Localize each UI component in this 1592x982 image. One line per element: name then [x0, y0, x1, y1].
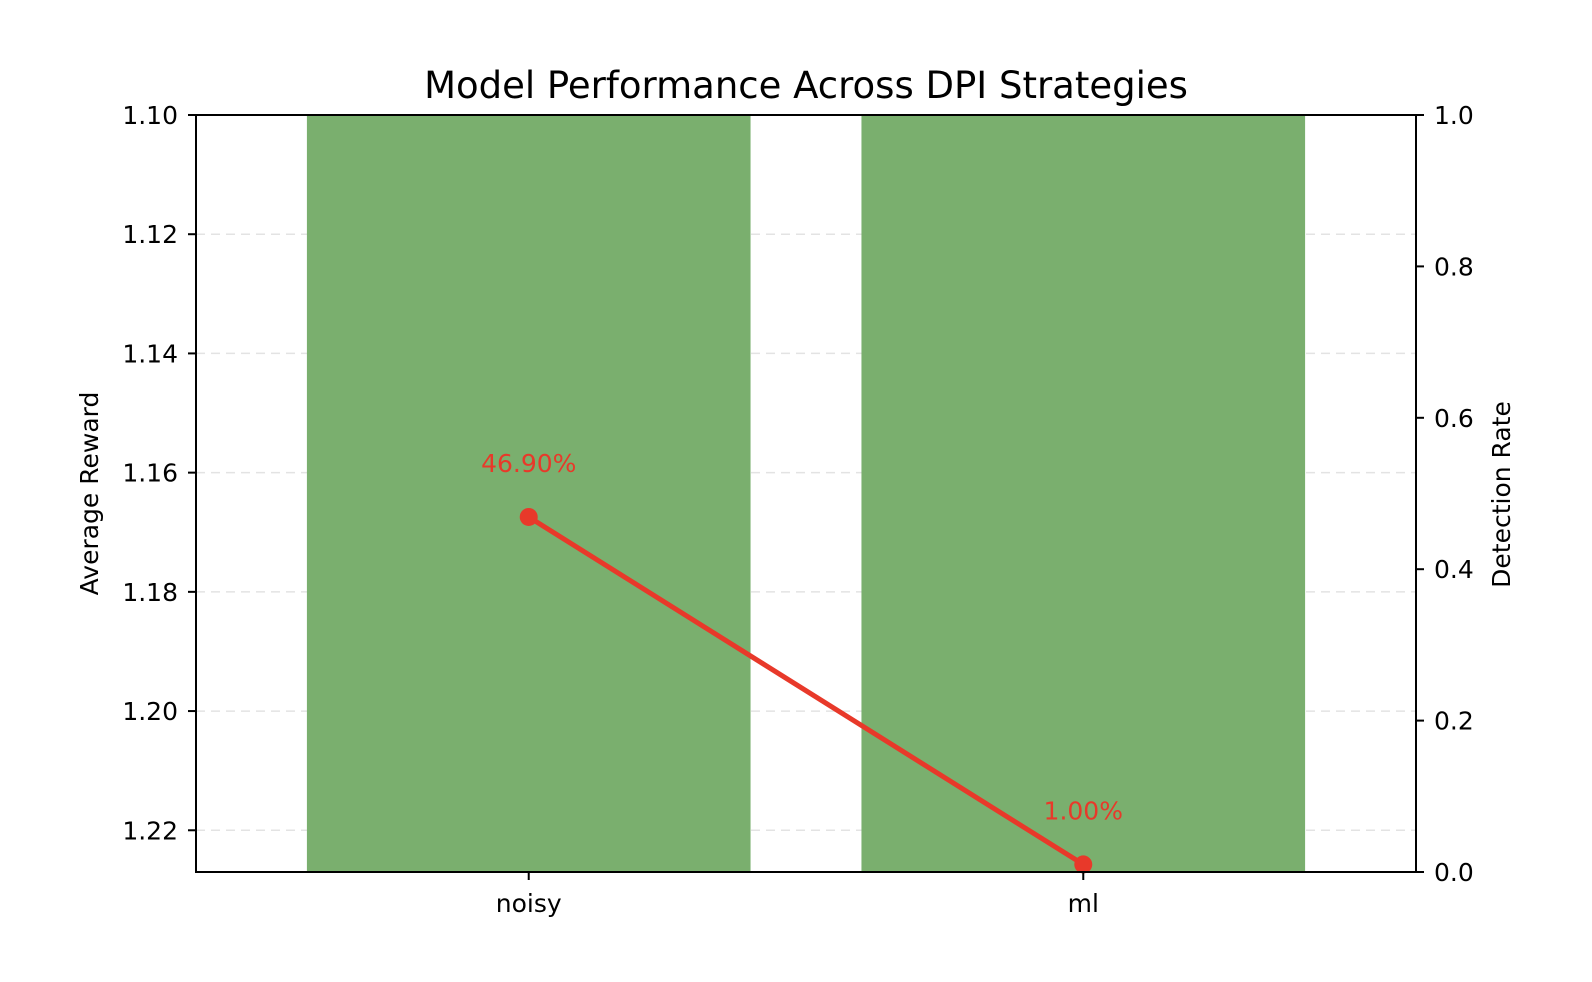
y-tick-label-right: 0.0 [1434, 858, 1474, 887]
y-tick-label-right: 1.0 [1434, 101, 1474, 130]
detection-rate-point-noisy [519, 507, 538, 526]
y-tick-label-right: 0.2 [1434, 707, 1474, 736]
data-label-noisy: 46.90% [481, 449, 576, 478]
y-tick-label-left: 1.20 [122, 697, 178, 726]
bar-ml [861, 115, 1306, 872]
y-tick-label-left: 1.12 [122, 220, 178, 249]
x-tick-label-ml: ml [1068, 889, 1099, 918]
line-layer: 46.90% 1.00% [481, 449, 1123, 874]
chart-title: Model Performance Across DPI Strategies [424, 64, 1188, 107]
detection-rate-line [527, 514, 1085, 867]
y-axis-label-left: Average Reward [75, 392, 104, 596]
x-tick-label-noisy: noisy [496, 889, 562, 918]
axis-layer: 1.10 1.12 1.14 1.16 1.18 1.20 1.22 0.0 0.2 0.4 0.6… [122, 101, 1473, 918]
y-tick-label-right: 0.8 [1434, 252, 1474, 281]
detection-rate-point-ml [1074, 855, 1093, 874]
y-tick-label-left: 1.18 [122, 578, 178, 607]
data-label-ml: 1.00% [1044, 796, 1123, 825]
bar-noisy [306, 115, 751, 872]
bar-layer [306, 115, 1306, 872]
y-axis-label-right: Detection Rate [1487, 401, 1516, 588]
plot-frame [195, 114, 1417, 873]
y-tick-label-right: 0.6 [1434, 404, 1474, 433]
y-tick-label-left: 1.22 [122, 816, 178, 845]
y-tick-label-left: 1.14 [122, 339, 178, 368]
y-tick-label-right: 0.4 [1434, 555, 1474, 584]
y-tick-label-left: 1.16 [122, 459, 178, 488]
y-tick-label-left: 1.10 [122, 101, 178, 130]
